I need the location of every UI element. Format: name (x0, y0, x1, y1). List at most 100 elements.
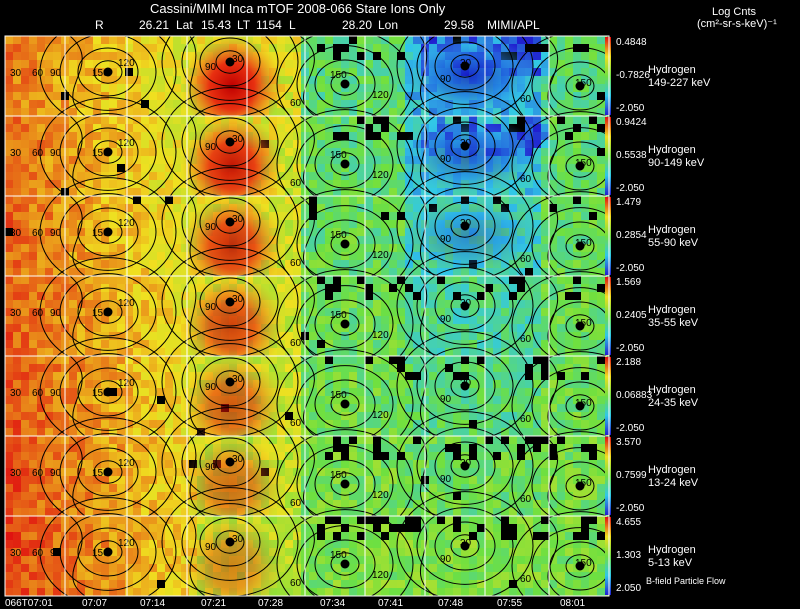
heat-cell (357, 428, 365, 436)
heat-cell (333, 148, 341, 156)
heat-cell (589, 228, 597, 236)
heat-cell (21, 220, 29, 228)
heat-cell (85, 524, 93, 532)
contour-label: 60 (290, 498, 302, 509)
heat-cell (373, 428, 381, 436)
heat-cell (125, 300, 133, 308)
heat-cell (389, 508, 397, 516)
heat-cell (165, 404, 173, 412)
heat-cell (557, 516, 565, 524)
heat-cell (165, 300, 173, 308)
heat-cell (21, 420, 29, 428)
contour-ring (565, 74, 595, 98)
heat-cell (133, 164, 141, 172)
heat-cell (341, 108, 349, 116)
heat-cell (565, 284, 573, 292)
heat-cell (13, 260, 21, 268)
heat-cell (389, 204, 397, 212)
heat-cell (597, 156, 605, 164)
heat-cell (469, 348, 477, 356)
heat-cell (357, 228, 365, 236)
heat-cell (341, 444, 349, 452)
heat-cell (349, 108, 357, 116)
heat-cell (29, 356, 37, 364)
heat-cell (501, 380, 509, 388)
heat-cell (141, 228, 149, 236)
heat-cell (373, 308, 381, 316)
heat-cell (309, 300, 317, 308)
flow-direction-dot (103, 147, 113, 157)
heat-cell (269, 452, 277, 460)
heat-cell (149, 412, 157, 420)
heat-cell (77, 84, 85, 92)
heat-cell (549, 452, 557, 460)
heat-cell (413, 36, 421, 44)
heat-cell (357, 308, 365, 316)
heat-cell (597, 380, 605, 388)
heat-cell (5, 140, 13, 148)
heat-cell (357, 156, 365, 164)
heat-cell (45, 76, 53, 84)
heat-cell (517, 260, 525, 268)
heat-cell (541, 436, 549, 444)
heat-cell (541, 60, 549, 68)
heat-cell (349, 44, 357, 52)
heat-cell (597, 508, 605, 516)
heat-cell (565, 316, 573, 324)
heat-cell (501, 36, 509, 44)
heat-cell (85, 492, 93, 500)
heat-cell (397, 476, 405, 484)
heat-cell (573, 236, 581, 244)
heat-cell (133, 356, 141, 364)
heat-cell (93, 84, 101, 92)
heat-cell (405, 292, 413, 300)
heat-cell (93, 292, 101, 300)
heat-cell (333, 180, 341, 188)
heat-cell (285, 412, 293, 420)
heat-cell (453, 452, 461, 460)
heat-cell (549, 212, 557, 220)
contour-ring (93, 300, 123, 324)
heat-cell (173, 420, 181, 428)
heat-cell (117, 140, 125, 148)
heat-cell (133, 364, 141, 372)
heat-cell (173, 36, 181, 44)
heat-cell (309, 428, 317, 436)
heat-cell (581, 468, 589, 476)
heat-cell (317, 364, 325, 372)
heat-cell (293, 300, 301, 308)
contour-label: 60 (520, 254, 532, 265)
contour-ring (215, 130, 245, 154)
contour-ring (59, 273, 157, 351)
heat-cell (253, 356, 261, 364)
heat-cell (549, 468, 557, 476)
heat-cell (357, 484, 365, 492)
heat-cell (317, 148, 325, 156)
heat-cell (509, 468, 517, 476)
heat-cell (565, 468, 573, 476)
heat-cell (381, 100, 389, 108)
heat-cell (365, 60, 373, 68)
heat-cell (157, 236, 165, 244)
heat-cell (517, 500, 525, 508)
heat-cell (549, 268, 557, 276)
heat-cell (509, 508, 517, 516)
heat-cell (429, 196, 437, 204)
contour-ring (199, 37, 261, 87)
heat-cell (157, 132, 165, 140)
heat-cell (293, 356, 301, 364)
heat-cell (485, 388, 493, 396)
heat-cell (389, 100, 397, 108)
contour-label: 60 (32, 388, 44, 399)
heat-cell (141, 180, 149, 188)
heat-cell (445, 300, 453, 308)
heat-cell (541, 180, 549, 188)
heat-cell (173, 388, 181, 396)
heat-cell (533, 212, 541, 220)
heat-cell (109, 108, 117, 116)
heat-cell (597, 340, 605, 348)
heat-cell (285, 460, 293, 468)
heat-cell (133, 140, 141, 148)
heat-cell (133, 204, 141, 212)
heat-cell (333, 348, 341, 356)
